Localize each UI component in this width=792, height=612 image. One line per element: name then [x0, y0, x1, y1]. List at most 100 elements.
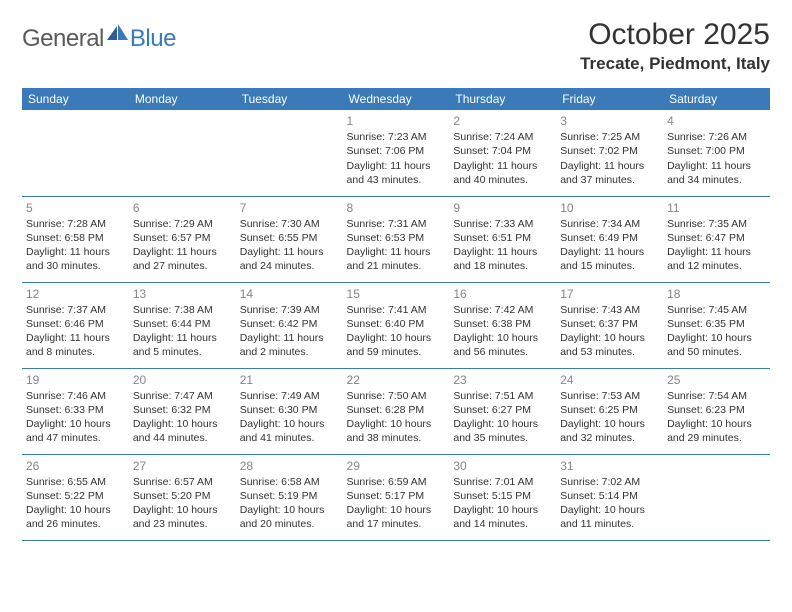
- sunrise-line: Sunrise: 7:50 AM: [347, 389, 446, 403]
- location-label: Trecate, Piedmont, Italy: [580, 54, 770, 74]
- daylight-line: Daylight: 10 hours and 41 minutes.: [240, 417, 339, 445]
- daylight-line: Daylight: 11 hours and 21 minutes.: [347, 245, 446, 273]
- daylight-line: Daylight: 10 hours and 26 minutes.: [26, 503, 125, 531]
- sunrise-line: Sunrise: 7:39 AM: [240, 303, 339, 317]
- day-number: 8: [347, 200, 446, 216]
- day-cell: 29Sunrise: 6:59 AMSunset: 5:17 PMDayligh…: [343, 454, 450, 540]
- day-cell: 24Sunrise: 7:53 AMSunset: 6:25 PMDayligh…: [556, 368, 663, 454]
- sunrise-line: Sunrise: 7:26 AM: [667, 130, 766, 144]
- sunrise-line: Sunrise: 7:23 AM: [347, 130, 446, 144]
- sunrise-line: Sunrise: 7:25 AM: [560, 130, 659, 144]
- day-cell: 15Sunrise: 7:41 AMSunset: 6:40 PMDayligh…: [343, 282, 450, 368]
- daylight-line: Daylight: 11 hours and 15 minutes.: [560, 245, 659, 273]
- daylight-line: Daylight: 10 hours and 20 minutes.: [240, 503, 339, 531]
- day-cell: 28Sunrise: 6:58 AMSunset: 5:19 PMDayligh…: [236, 454, 343, 540]
- day-cell: 18Sunrise: 7:45 AMSunset: 6:35 PMDayligh…: [663, 282, 770, 368]
- day-cell: 23Sunrise: 7:51 AMSunset: 6:27 PMDayligh…: [449, 368, 556, 454]
- calendar-grid: SundayMondayTuesdayWednesdayThursdayFrid…: [22, 88, 770, 541]
- day-cell: 31Sunrise: 7:02 AMSunset: 5:14 PMDayligh…: [556, 454, 663, 540]
- sunset-line: Sunset: 7:02 PM: [560, 144, 659, 158]
- sunset-line: Sunset: 6:57 PM: [133, 231, 232, 245]
- daylight-line: Daylight: 10 hours and 47 minutes.: [26, 417, 125, 445]
- day-cell: 13Sunrise: 7:38 AMSunset: 6:44 PMDayligh…: [129, 282, 236, 368]
- sunrise-line: Sunrise: 7:33 AM: [453, 217, 552, 231]
- day-number: 19: [26, 372, 125, 388]
- sunset-line: Sunset: 6:32 PM: [133, 403, 232, 417]
- sunrise-line: Sunrise: 6:58 AM: [240, 475, 339, 489]
- sunset-line: Sunset: 6:49 PM: [560, 231, 659, 245]
- day-number: 6: [133, 200, 232, 216]
- daylight-line: Daylight: 10 hours and 44 minutes.: [133, 417, 232, 445]
- sunrise-line: Sunrise: 7:29 AM: [133, 217, 232, 231]
- day-cell: 25Sunrise: 7:54 AMSunset: 6:23 PMDayligh…: [663, 368, 770, 454]
- day-number: 11: [667, 200, 766, 216]
- day-header: Saturday: [663, 88, 770, 110]
- day-header: Tuesday: [236, 88, 343, 110]
- sunset-line: Sunset: 6:47 PM: [667, 231, 766, 245]
- day-cell: 19Sunrise: 7:46 AMSunset: 6:33 PMDayligh…: [22, 368, 129, 454]
- day-cell: 11Sunrise: 7:35 AMSunset: 6:47 PMDayligh…: [663, 196, 770, 282]
- sunset-line: Sunset: 6:38 PM: [453, 317, 552, 331]
- sunrise-line: Sunrise: 6:59 AM: [347, 475, 446, 489]
- day-number: 12: [26, 286, 125, 302]
- sunset-line: Sunset: 5:14 PM: [560, 489, 659, 503]
- daylight-line: Daylight: 10 hours and 29 minutes.: [667, 417, 766, 445]
- sunrise-line: Sunrise: 7:02 AM: [560, 475, 659, 489]
- day-cell: 22Sunrise: 7:50 AMSunset: 6:28 PMDayligh…: [343, 368, 450, 454]
- sunrise-line: Sunrise: 7:30 AM: [240, 217, 339, 231]
- daylight-line: Daylight: 11 hours and 30 minutes.: [26, 245, 125, 273]
- day-number: 3: [560, 113, 659, 129]
- daylight-line: Daylight: 10 hours and 23 minutes.: [133, 503, 232, 531]
- sunrise-line: Sunrise: 7:49 AM: [240, 389, 339, 403]
- daylight-line: Daylight: 11 hours and 8 minutes.: [26, 331, 125, 359]
- sunrise-line: Sunrise: 7:54 AM: [667, 389, 766, 403]
- day-number: 14: [240, 286, 339, 302]
- sunset-line: Sunset: 6:35 PM: [667, 317, 766, 331]
- daylight-line: Daylight: 11 hours and 40 minutes.: [453, 159, 552, 187]
- daylight-line: Daylight: 10 hours and 35 minutes.: [453, 417, 552, 445]
- day-number: 22: [347, 372, 446, 388]
- day-number: 2: [453, 113, 552, 129]
- logo-text-general: General: [22, 25, 104, 53]
- day-number: 27: [133, 458, 232, 474]
- logo-sail-icon: [107, 24, 129, 47]
- day-header: Friday: [556, 88, 663, 110]
- day-number: 26: [26, 458, 125, 474]
- sunrise-line: Sunrise: 6:55 AM: [26, 475, 125, 489]
- sunset-line: Sunset: 6:25 PM: [560, 403, 659, 417]
- day-cell: 10Sunrise: 7:34 AMSunset: 6:49 PMDayligh…: [556, 196, 663, 282]
- day-header-row: SundayMondayTuesdayWednesdayThursdayFrid…: [22, 88, 770, 110]
- logo-text-blue: Blue: [130, 25, 176, 53]
- sunrise-line: Sunrise: 7:47 AM: [133, 389, 232, 403]
- sunrise-line: Sunrise: 7:53 AM: [560, 389, 659, 403]
- day-number: 21: [240, 372, 339, 388]
- week-row: 26Sunrise: 6:55 AMSunset: 5:22 PMDayligh…: [22, 454, 770, 540]
- sunrise-line: Sunrise: 7:43 AM: [560, 303, 659, 317]
- day-cell: 1Sunrise: 7:23 AMSunset: 7:06 PMDaylight…: [343, 110, 450, 196]
- day-number: 1: [347, 113, 446, 129]
- empty-cell: [22, 110, 129, 196]
- sunrise-line: Sunrise: 7:28 AM: [26, 217, 125, 231]
- sunrise-line: Sunrise: 7:46 AM: [26, 389, 125, 403]
- day-number: 15: [347, 286, 446, 302]
- sunrise-line: Sunrise: 7:01 AM: [453, 475, 552, 489]
- daylight-line: Daylight: 10 hours and 32 minutes.: [560, 417, 659, 445]
- daylight-line: Daylight: 11 hours and 5 minutes.: [133, 331, 232, 359]
- day-number: 20: [133, 372, 232, 388]
- day-header: Wednesday: [343, 88, 450, 110]
- sunset-line: Sunset: 6:40 PM: [347, 317, 446, 331]
- sunset-line: Sunset: 6:33 PM: [26, 403, 125, 417]
- sunrise-line: Sunrise: 7:34 AM: [560, 217, 659, 231]
- sunset-line: Sunset: 5:22 PM: [26, 489, 125, 503]
- daylight-line: Daylight: 10 hours and 38 minutes.: [347, 417, 446, 445]
- day-header: Thursday: [449, 88, 556, 110]
- day-number: 4: [667, 113, 766, 129]
- sunset-line: Sunset: 7:06 PM: [347, 144, 446, 158]
- day-cell: 17Sunrise: 7:43 AMSunset: 6:37 PMDayligh…: [556, 282, 663, 368]
- day-number: 25: [667, 372, 766, 388]
- sunrise-line: Sunrise: 6:57 AM: [133, 475, 232, 489]
- sunset-line: Sunset: 6:53 PM: [347, 231, 446, 245]
- day-number: 13: [133, 286, 232, 302]
- sunrise-line: Sunrise: 7:51 AM: [453, 389, 552, 403]
- sunrise-line: Sunrise: 7:38 AM: [133, 303, 232, 317]
